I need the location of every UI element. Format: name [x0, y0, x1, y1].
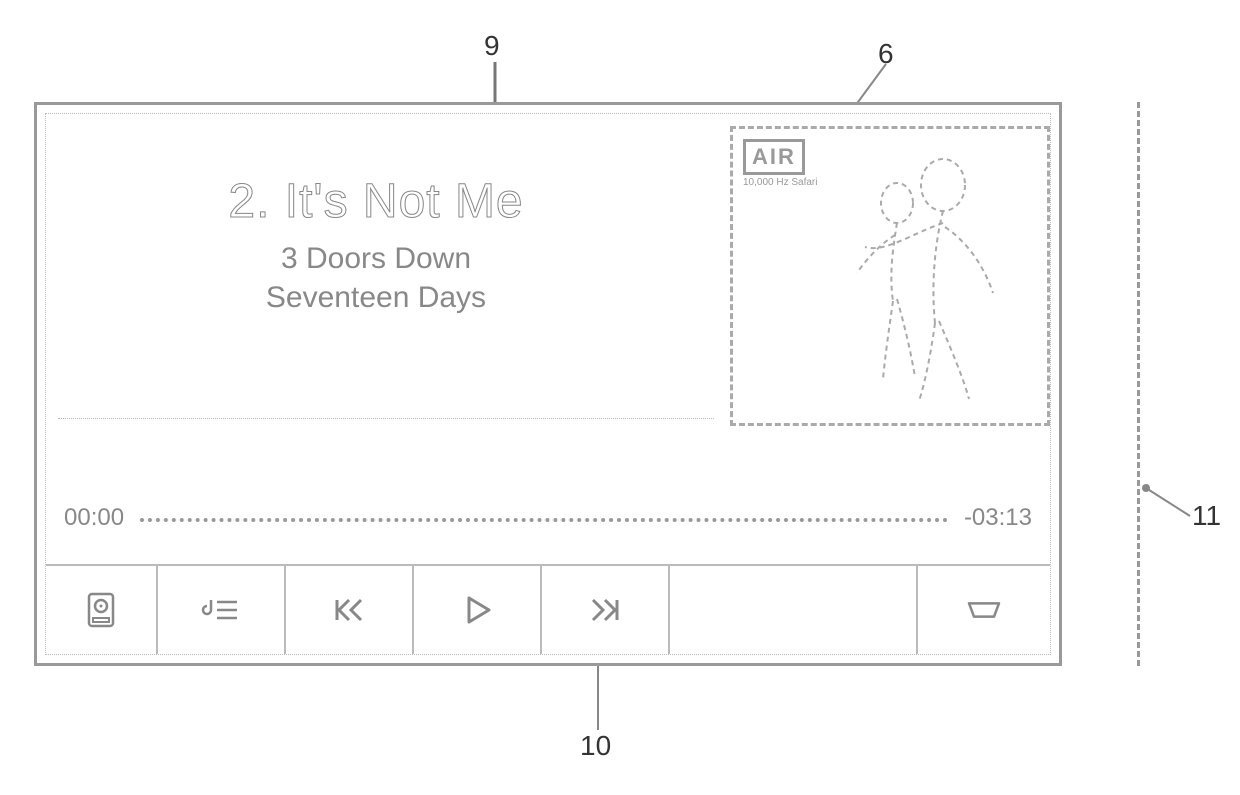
playlist-button[interactable]	[158, 566, 286, 654]
time-remaining: -03:13	[964, 504, 1032, 532]
skip-next-icon	[585, 590, 625, 630]
prev-button[interactable]	[286, 566, 414, 654]
media-player-window: 2. It's Not Me 3 Doors Down Seventeen Da…	[34, 102, 1062, 666]
progress-bar[interactable]	[140, 518, 948, 522]
callout-9: 9	[484, 30, 500, 62]
track-artist: 3 Doors Down	[46, 239, 706, 278]
now-playing-info: 2. It's Not Me 3 Doors Down Seventeen Da…	[46, 114, 1050, 414]
source-button[interactable]	[46, 566, 158, 654]
callout-11: 11	[1192, 500, 1221, 532]
tray-button[interactable]	[918, 566, 1050, 654]
media-player-inner: 2. It's Not Me 3 Doors Down Seventeen Da…	[45, 113, 1051, 655]
album-art[interactable]: AIR 10,000 Hz Safari	[730, 126, 1050, 426]
callout-6: 6	[878, 38, 894, 70]
progress-row: 00:00 -03:13	[64, 504, 1032, 532]
album-art-figure	[835, 143, 1035, 413]
transport-button-bar	[46, 564, 1050, 654]
next-button[interactable]	[542, 566, 670, 654]
tray-icon	[964, 590, 1004, 630]
track-album: Seventeen Days	[46, 278, 706, 317]
album-art-logo: AIR	[743, 139, 805, 175]
callout-11-leader	[1140, 476, 1200, 536]
display-edge-marker	[1137, 102, 1140, 666]
skip-prev-icon	[329, 590, 369, 630]
track-text-block: 2. It's Not Me 3 Doors Down Seventeen Da…	[46, 174, 706, 317]
track-title: 2. It's Not Me	[46, 174, 706, 229]
playlist-icon	[201, 590, 241, 630]
play-icon	[457, 590, 497, 630]
button-bar-spacer	[670, 566, 918, 654]
play-button[interactable]	[414, 566, 542, 654]
info-divider	[58, 418, 714, 419]
callout-10: 10	[580, 730, 611, 762]
disk-icon	[81, 590, 121, 630]
time-elapsed: 00:00	[64, 504, 124, 532]
